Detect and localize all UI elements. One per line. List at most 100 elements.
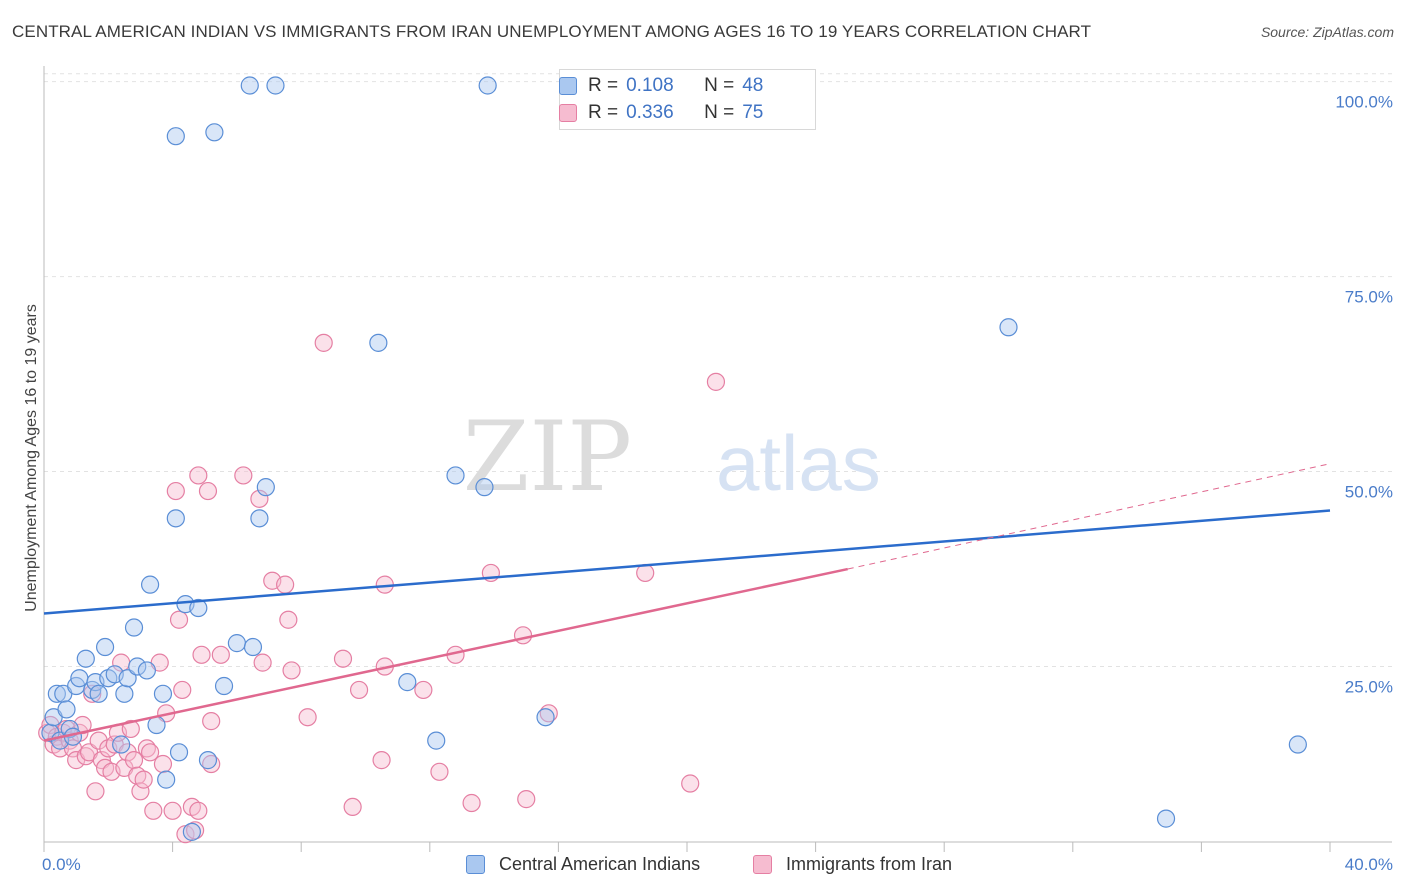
data-point-iran — [681, 774, 700, 793]
data-point-central-american — [47, 684, 66, 703]
bottom-legend-label-series1: Central American Indians — [499, 853, 701, 874]
data-point-central-american — [243, 637, 263, 657]
data-point-central-american — [157, 770, 176, 789]
series-central-american-indians — [41, 76, 1307, 841]
watermark-atlas: atlas — [716, 419, 881, 507]
data-point-iran — [189, 801, 208, 820]
watermark: ZIP atlas — [463, 401, 881, 513]
trend-lines — [43, 463, 1331, 742]
data-point-iran — [298, 708, 317, 727]
data-point-iran — [234, 466, 253, 485]
legend-n-label: N = — [704, 102, 735, 123]
source-label: Source: ZipAtlas.com — [1260, 24, 1394, 40]
data-point-iran — [253, 653, 272, 672]
data-point-iran — [153, 754, 173, 774]
data-point-central-american — [227, 634, 246, 653]
data-point-central-american — [266, 76, 285, 95]
data-point-iran — [124, 751, 144, 770]
legend-swatch-blue — [559, 77, 577, 95]
data-point-iran — [211, 645, 230, 664]
data-point-central-american — [189, 598, 208, 618]
data-point-central-american — [89, 684, 108, 703]
data-point-central-american — [240, 76, 259, 95]
bottom-legend-swatch-blue — [466, 854, 485, 874]
data-point-central-american — [475, 478, 494, 497]
watermark-zip: ZIP — [463, 401, 632, 513]
data-point-central-american — [124, 618, 144, 637]
legend-r-value: 0.108 — [626, 75, 674, 96]
data-point-central-american — [166, 127, 185, 146]
data-point-iran — [202, 712, 221, 731]
data-point-iran — [706, 372, 726, 391]
trend-line-central-american — [43, 509, 1331, 615]
data-point-central-american — [169, 743, 189, 762]
data-point-central-american — [128, 657, 147, 676]
y-axis-title: Unemployment Among Ages 16 to 19 years — [23, 304, 40, 612]
data-point-central-american — [1288, 735, 1307, 754]
data-point-central-american — [999, 318, 1018, 337]
y-tick-label: 50.0% — [1345, 483, 1393, 502]
data-point-iran — [140, 743, 160, 762]
data-point-central-american — [153, 684, 173, 703]
data-point-central-american — [198, 751, 218, 770]
data-point-iran — [279, 610, 298, 629]
legend-swatch-pink — [559, 104, 577, 122]
data-point-iran — [372, 751, 391, 770]
legend-r-value: 0.336 — [626, 102, 674, 123]
data-point-iran — [414, 680, 433, 700]
data-point-iran — [250, 489, 269, 508]
data-point-iran — [198, 481, 218, 501]
trend-line-iran-extension — [847, 463, 1331, 570]
data-point-central-american — [57, 700, 76, 719]
data-point-iran — [50, 739, 70, 758]
data-point-central-american — [369, 333, 388, 352]
data-point-iran — [144, 801, 163, 820]
bottom-legend-series1: Central American Indians — [466, 852, 700, 876]
data-point-central-american — [137, 661, 156, 680]
data-point-iran — [173, 680, 192, 700]
y-tick-label: 25.0% — [1345, 678, 1393, 697]
legend-row-series1: R = 0.108 N = 48 — [559, 74, 764, 98]
data-point-iran — [517, 790, 536, 809]
data-point-central-american — [166, 509, 185, 528]
legend-row-series2: R = 0.336 N = 75 — [559, 101, 763, 125]
data-point-iran — [166, 481, 185, 501]
data-point-iran — [134, 770, 153, 789]
data-point-central-american — [256, 478, 275, 497]
y-tick-label: 75.0% — [1345, 288, 1393, 307]
axes — [43, 66, 1392, 852]
data-point-iran — [276, 575, 295, 594]
data-point-iran — [343, 797, 362, 817]
y-tick-label: 100.0% — [1335, 93, 1393, 112]
data-point-central-american — [1156, 809, 1176, 828]
x-tick-label: 0.0% — [42, 855, 81, 874]
tick-labels: 25.0% 50.0% 75.0% 100.0% 0.0% 40.0% — [42, 93, 1393, 874]
data-point-iran — [86, 782, 105, 801]
data-point-central-american — [118, 669, 137, 688]
data-point-iran — [83, 684, 102, 703]
data-point-central-american — [446, 466, 465, 485]
data-point-central-american — [182, 822, 201, 841]
data-point-central-american — [76, 649, 95, 668]
data-point-central-american — [115, 684, 134, 703]
data-point-iran — [430, 762, 449, 781]
bottom-legend-label-series2: Immigrants from Iran — [786, 853, 953, 874]
legend-r-label: R = — [588, 102, 619, 123]
legend-n-value: 48 — [742, 75, 764, 96]
data-point-iran — [189, 466, 208, 485]
legend-r-label: R = — [588, 75, 619, 96]
data-point-central-american — [427, 731, 446, 750]
data-point-iran — [314, 333, 333, 352]
data-point-central-american — [398, 673, 417, 692]
data-point-iran — [282, 661, 301, 680]
data-point-central-american — [214, 676, 234, 696]
data-point-iran — [349, 680, 369, 700]
data-point-iran — [333, 649, 353, 668]
data-point-central-american — [478, 76, 497, 95]
gridlines — [44, 73, 1392, 668]
data-point-iran — [169, 610, 189, 629]
data-point-iran — [513, 626, 533, 645]
correlation-legend: R = 0.108 N = 48 R = 0.336 N = 75 — [559, 69, 816, 130]
data-point-central-american — [250, 509, 269, 528]
